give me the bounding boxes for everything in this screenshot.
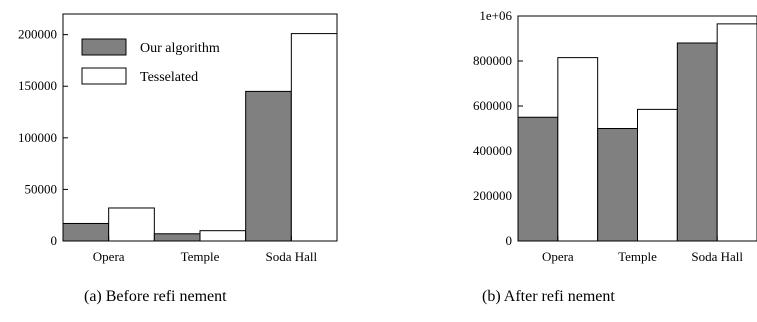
x-category-label: Temple	[618, 249, 657, 264]
bar-tesselated	[716, 23, 757, 242]
bar-our-algorithm	[517, 116, 559, 242]
y-tick-label: 0	[506, 233, 513, 248]
x-category-label: Opera	[93, 249, 125, 264]
caption-after-refinement: (b) After refi nement	[482, 288, 615, 305]
chart-before-refinement: 0 50000 100000 150000 200000 Opera Temple Soda …	[18, 13, 338, 264]
y-tick-label: 200000	[18, 27, 57, 42]
y-tick-label: 200000	[473, 188, 512, 203]
y-tick-label: 800000	[473, 53, 512, 68]
bar-our-algorithm	[62, 222, 110, 242]
y-tick-label: 1e+06	[479, 8, 512, 23]
legend-label: Tesselated	[140, 70, 198, 85]
bar-tesselated	[108, 207, 155, 242]
legend-label: Our algorithm	[140, 41, 220, 56]
y-tick-label: 600000	[473, 98, 512, 113]
bar-our-algorithm	[153, 233, 201, 242]
y-tick-label: 100000	[18, 130, 57, 145]
legend-swatch	[81, 38, 127, 56]
bar-our-algorithm	[245, 90, 292, 242]
y-tick-label: 400000	[473, 143, 512, 158]
y-tick-label: 0	[51, 233, 58, 248]
bar-tesselated	[637, 108, 678, 242]
caption-before-refinement: (a) Before refi nement	[84, 288, 227, 305]
bar-our-algorithm	[676, 42, 718, 242]
x-category-label: Temple	[181, 249, 220, 264]
y-tick-label: 150000	[18, 78, 57, 93]
bar-tesselated	[557, 57, 599, 242]
y-tick-label: 50000	[25, 181, 58, 196]
chart-after-refinement: 0 200000 400000 600000 800000 1e+06 Opera Templ…	[473, 8, 757, 264]
x-category-label: Opera	[542, 249, 574, 264]
legend-swatch	[81, 67, 127, 85]
bar-our-algorithm	[597, 128, 639, 242]
x-category-label: Soda Hall	[266, 249, 318, 264]
bar-tesselated	[199, 230, 247, 242]
x-category-label: Soda Hall	[691, 249, 743, 264]
bar-tesselated	[290, 33, 338, 242]
